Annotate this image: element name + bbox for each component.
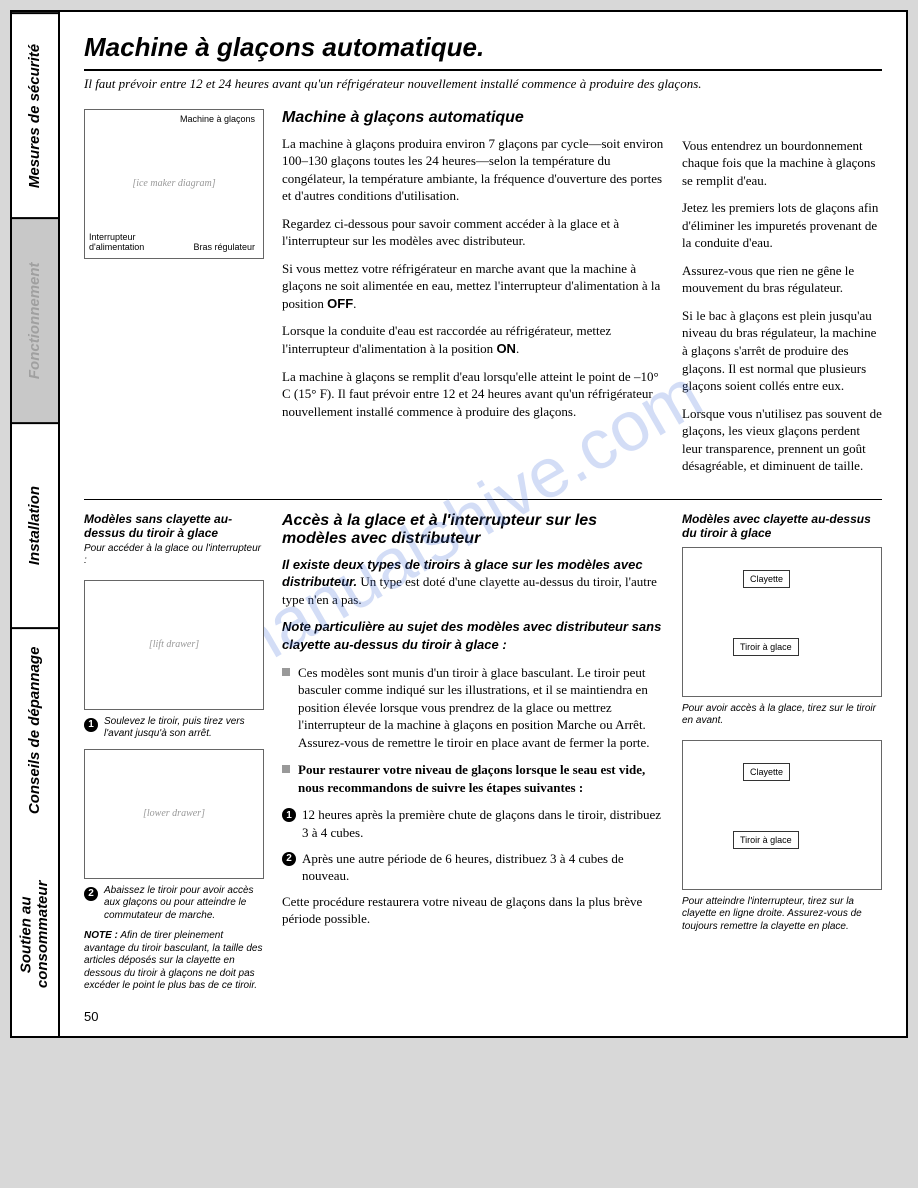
para: La machine à glaçons produira environ 7 … bbox=[282, 135, 664, 205]
page-subtitle: Il faut prévoir entre 12 et 24 heures av… bbox=[84, 75, 882, 93]
mid-closing: Cette procédure restaurera votre niveau … bbox=[282, 893, 664, 928]
tab-conseils-depannage[interactable]: Conseils de dépannage bbox=[12, 627, 58, 832]
side-tabs: Mesures de sécurité Fonctionnement Insta… bbox=[10, 10, 58, 1038]
step2-caption: Abaissez le tiroir pour avoir accès aux … bbox=[104, 885, 264, 923]
clayette-label: Clayette bbox=[743, 763, 790, 781]
divider bbox=[84, 499, 882, 500]
section2-right-title: Modèles avec clayette au-dessus du tiroi… bbox=[682, 512, 882, 541]
section2-mid-title: Accès à la glace et à l'interrupteur sur… bbox=[282, 512, 664, 548]
para: Lorsque la conduite d'eau est raccordée … bbox=[282, 322, 664, 357]
para-text: Lorsque la conduite d'eau est raccordée … bbox=[282, 323, 611, 356]
page-content: Machine à glaçons automatique. Il faut p… bbox=[58, 10, 908, 1038]
section1-right: Vous entendrez un bourdonnement chaque f… bbox=[682, 109, 882, 485]
para: Il existe deux types de tiroirs à glace … bbox=[282, 556, 664, 609]
figure-placeholder: [lift drawer] bbox=[149, 639, 199, 650]
para: Si le bac à glaçons est plein jusqu'au n… bbox=[682, 307, 882, 395]
section2-mid: Accès à la glace et à l'interrupteur sur… bbox=[282, 512, 664, 1005]
bullet-marker bbox=[282, 765, 290, 773]
figure-with-shelf-2: Clayette Tiroir à glace bbox=[682, 740, 882, 890]
para: Lorsque vous n'utilisez pas souvent de g… bbox=[682, 405, 882, 475]
fig-label-left: Interrupteur d'alimentation bbox=[89, 232, 149, 252]
step-number-1: 1 bbox=[282, 808, 296, 822]
on-label: ON bbox=[496, 341, 516, 356]
page-title: Machine à glaçons automatique. bbox=[84, 32, 882, 63]
step-number-2: 2 bbox=[282, 852, 296, 866]
num-step-2: 2 Après une autre période de 6 heures, d… bbox=[282, 850, 664, 885]
section1-left: Machine à glaçons [ice maker diagram] In… bbox=[84, 109, 264, 485]
para: Jetez les premiers lots de glaçons afin … bbox=[682, 199, 882, 252]
section1-title: Machine à glaçons automatique bbox=[282, 109, 664, 127]
bullet-2: Pour restaurer votre niveau de glaçons l… bbox=[282, 761, 664, 796]
figure-placeholder: [lower drawer] bbox=[143, 808, 205, 819]
section2-left: Modèles sans clayette au-dessus du tiroi… bbox=[84, 512, 264, 1005]
step1: 1 Soulevez le tiroir, puis tirez vers l'… bbox=[84, 716, 264, 741]
tab-fonctionnement[interactable]: Fonctionnement bbox=[12, 217, 58, 422]
fig-label-right: Bras régulateur bbox=[193, 242, 255, 252]
note: NOTE : Afin de tirer pleinement avantage… bbox=[84, 930, 264, 993]
para: Assurez-vous que rien ne gêne le mouveme… bbox=[682, 262, 882, 297]
tiroir-label: Tiroir à glace bbox=[733, 638, 799, 656]
figure-with-shelf-1: Clayette Tiroir à glace bbox=[682, 547, 882, 697]
fig-r1-caption: Pour avoir accès à la glace, tirez sur l… bbox=[682, 703, 882, 728]
document-page: manualshive.com Mesures de sécurité Fonc… bbox=[10, 10, 908, 1038]
bullet2-text: Pour restaurer votre niveau de glaçons l… bbox=[298, 761, 664, 796]
tab-soutien-consommateur[interactable]: Soutien au consommateur bbox=[12, 833, 58, 1036]
para: Regardez ci-dessous pour savoir comment … bbox=[282, 215, 664, 250]
para: Vous entendrez un bourdonnement chaque f… bbox=[682, 137, 882, 190]
section-1: Machine à glaçons [ice maker diagram] In… bbox=[84, 109, 882, 485]
num-step-1: 1 12 heures après la première chute de g… bbox=[282, 806, 664, 841]
step-number-2: 2 bbox=[84, 887, 98, 901]
off-label: OFF bbox=[327, 296, 353, 311]
tiroir-label: Tiroir à glace bbox=[733, 831, 799, 849]
section1-mid: Machine à glaçons automatique La machine… bbox=[282, 109, 664, 485]
tab-installation[interactable]: Installation bbox=[12, 422, 58, 627]
fig-label-top: Machine à glaçons bbox=[180, 114, 255, 124]
step-number-1: 1 bbox=[84, 718, 98, 732]
divider bbox=[84, 69, 882, 71]
section2-right: Modèles avec clayette au-dessus du tiroi… bbox=[682, 512, 882, 1005]
step1-caption: Soulevez le tiroir, puis tirez vers l'av… bbox=[104, 716, 264, 741]
clayette-label: Clayette bbox=[743, 570, 790, 588]
bullet-marker bbox=[282, 668, 290, 676]
step2: 2 Abaissez le tiroir pour avoir accès au… bbox=[84, 885, 264, 923]
num1-text: 12 heures après la première chute de gla… bbox=[302, 806, 664, 841]
figure-step2: [lower drawer] bbox=[84, 749, 264, 879]
section2-left-title: Modèles sans clayette au-dessus du tiroi… bbox=[84, 512, 264, 541]
figure-step1: [lift drawer] bbox=[84, 580, 264, 710]
num2-text: Après une autre période de 6 heures, dis… bbox=[302, 850, 664, 885]
bullet-1: Ces modèles sont munis d'un tiroir à gla… bbox=[282, 664, 664, 752]
figure-placeholder: [ice maker diagram] bbox=[132, 178, 215, 189]
para: La machine à glaçons se remplit d'eau lo… bbox=[282, 368, 664, 421]
page-number: 50 bbox=[84, 1009, 882, 1024]
section2-left-sub: Pour accéder à la glace ou l'interrupteu… bbox=[84, 543, 264, 568]
para: Si vous mettez votre réfrigérateur en ma… bbox=[282, 260, 664, 313]
section-2: Modèles sans clayette au-dessus du tiroi… bbox=[84, 512, 882, 1005]
note-label: NOTE : bbox=[84, 930, 118, 941]
tab-mesures-securite[interactable]: Mesures de sécurité bbox=[12, 12, 58, 217]
figure-icemaker: Machine à glaçons [ice maker diagram] In… bbox=[84, 109, 264, 259]
bullet1-text: Ces modèles sont munis d'un tiroir à gla… bbox=[298, 664, 664, 752]
fig-r2-caption: Pour atteindre l'interrupteur, tirez sur… bbox=[682, 896, 882, 934]
mid-note-bold: Note particulière au sujet des modèles a… bbox=[282, 618, 664, 653]
